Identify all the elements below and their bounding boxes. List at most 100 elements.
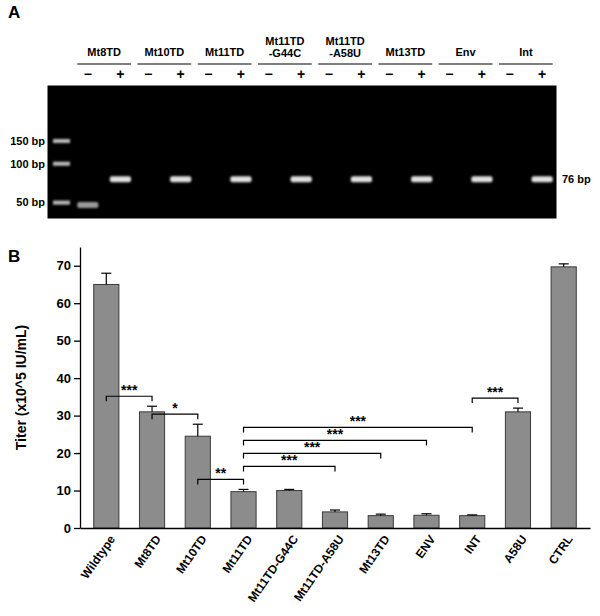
bar [460,516,485,528]
error-bar-cap [193,424,203,425]
significance-label: *** [327,426,344,442]
lane-label: + [177,66,185,82]
error-bar-cap [559,263,569,264]
error-bar [101,273,111,284]
gel-band [230,176,251,182]
significance-label: *** [121,382,138,398]
gel-band [77,202,98,208]
ladder-label: 50 bp [16,196,45,208]
y-tick: 60 [57,296,80,311]
gel-frame [48,86,556,218]
lane-label: + [237,66,245,82]
lane-label: + [478,66,486,82]
y-tick-label: 40 [57,371,71,386]
y-axis: 0 10 20 30 40 50 60 70 [57,248,81,536]
y-tick-mark [74,453,80,454]
lane-group-label: Mt8TD [87,46,121,58]
bar [231,492,256,528]
x-tick: Wildtype [78,532,118,581]
error-bar [421,514,431,515]
error-bar-stem [106,273,107,284]
y-tick-mark [74,415,80,416]
significance-label: *** [350,413,367,429]
lane-label: − [264,66,272,82]
x-axis: WildtypeMt8TDMt10TDMt11TDMt11TD-G44CMt11… [78,529,590,605]
lane-group-label: Mt11TD [205,46,244,58]
gel-band [170,176,191,182]
error-bar [559,264,569,267]
bar [505,412,530,528]
error-bar-cap [513,408,523,409]
figure: A150 bp100 bp50 bpMt8TD−+Mt10TD−+Mt11TD−… [0,0,600,616]
y-tick: 0 [64,521,80,536]
x-tick-label: Mt8TD [131,532,164,570]
x-tick-label: ENV [413,533,439,561]
lane-label: + [538,66,546,82]
error-bar-stem [197,424,198,436]
error-bar-stem [151,406,152,412]
error-bar [330,510,340,512]
lane-label: − [325,66,333,82]
panel-label: B [8,247,20,266]
y-axis-title: Titer (x10^5 IU/mL) [13,325,29,450]
bar [94,284,119,528]
significance-label: *** [304,439,321,455]
bar [414,515,439,528]
y-tick-label: 10 [57,483,71,498]
ladder-band [53,201,70,205]
lane-group-line [198,63,252,64]
x-tick: Mt8TD [131,532,164,570]
error-bar [147,406,157,412]
panel-label: A [8,3,20,22]
y-tick: 70 [57,258,80,273]
lane-label: − [445,66,453,82]
lane-label: − [385,66,393,82]
x-tick: Mt13TD [356,532,393,576]
lane-group-label: Mt11TD-A58U [326,35,365,59]
y-tick: 40 [57,371,80,386]
bar [322,512,347,528]
x-tick-label: INT [462,532,485,556]
lane-group-label: Mt10TD [145,46,185,58]
error-bar-cap [101,273,111,274]
x-tick: Mt11TD [219,532,255,575]
error-bar-cap [467,514,477,515]
x-tick-label: Mt13TD [356,532,393,576]
significance-label: *** [487,384,504,400]
error-bar [376,514,386,515]
error-bar-cap [421,513,431,514]
x-axis-line [81,528,591,529]
y-tick-label: 70 [57,258,71,273]
error-bar-cap [330,509,340,510]
y-tick: 20 [57,446,80,461]
ladder-band [53,162,70,166]
bar [368,516,393,528]
error-bar [239,489,249,491]
y-tick-mark [74,303,80,304]
y-tick-label: 50 [57,333,71,348]
lane-label: − [144,66,152,82]
lane-label: − [505,66,513,82]
y-tick-label: 0 [64,521,71,536]
y-axis-line [80,248,81,529]
significance-label: ** [215,465,226,481]
lane-group-line [499,63,553,64]
x-tick: Mt11TD-A58U [291,533,347,604]
x-tick: A58U [501,533,530,566]
error-bar-cap [239,489,249,490]
error-bar-cap [284,489,294,490]
y-tick: 50 [57,333,80,348]
significance-brackets: ********************* [106,382,518,484]
gel-band [471,176,492,182]
y-tick-label: 30 [57,408,71,423]
lane-group-line [318,63,372,64]
y-tick-label: 20 [57,446,71,461]
error-bar [467,514,477,516]
bar [551,267,576,528]
lane-group-line [439,63,493,64]
error-bar-cap [376,514,386,515]
lane-label: + [418,66,426,82]
lane-label: + [357,66,365,82]
y-tick: 30 [57,408,80,423]
y-tick-mark [74,266,80,267]
